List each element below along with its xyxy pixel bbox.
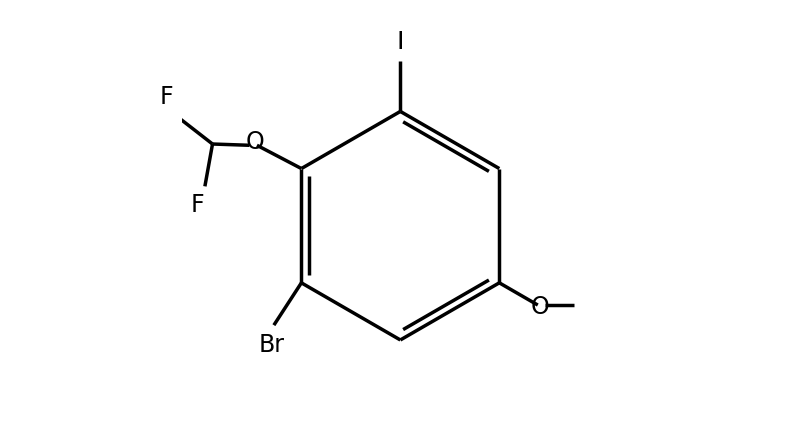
- Text: O: O: [245, 130, 264, 154]
- Text: F: F: [191, 193, 204, 217]
- Text: O: O: [530, 295, 549, 319]
- Text: I: I: [396, 30, 404, 54]
- Text: Br: Br: [258, 333, 284, 357]
- Text: F: F: [160, 85, 173, 109]
